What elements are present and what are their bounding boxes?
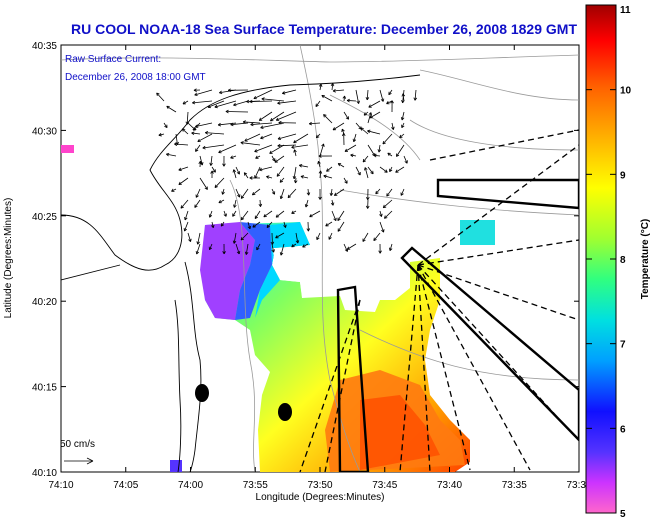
colorbar-tick-label: 11 xyxy=(620,5,631,16)
current-time: December 26, 2008 18:00 GMT xyxy=(65,72,206,83)
x-tick-label: 73:50 xyxy=(307,480,332,491)
marker-ellipse-south xyxy=(278,403,292,421)
colorbar-tick-label: 7 xyxy=(620,340,626,351)
y-tick-label: 40:20 xyxy=(32,297,57,308)
x-tick-label: 74:10 xyxy=(48,480,73,491)
x-tick-label: 74:05 xyxy=(113,480,138,491)
colorbar-tick-label: 9 xyxy=(620,170,626,181)
x-tick-label: 73:55 xyxy=(243,480,268,491)
scale-label: 50 cm/s xyxy=(60,439,95,450)
y-tick-label: 40:25 xyxy=(32,212,57,223)
y-axis-label: Latitude (Degrees:Minutes) xyxy=(3,198,14,319)
y-tick-label: 40:35 xyxy=(32,41,57,52)
x-tick-label: 74:00 xyxy=(178,480,203,491)
colorbar-tick-label: 8 xyxy=(620,255,626,266)
sst-south-patch xyxy=(170,460,182,472)
current-label: Raw Surface Current: xyxy=(65,54,161,65)
colorbar: 11 10 9 8 7 6 5 Temperature (°C) xyxy=(586,5,651,519)
colorbar-tick-label: 6 xyxy=(620,424,626,435)
sst-offshore-patch xyxy=(460,220,495,245)
colorbar-tick-label: 5 xyxy=(620,509,626,519)
x-tick-label: 73:35 xyxy=(502,480,527,491)
x-tick-label: 73:45 xyxy=(372,480,397,491)
x-tick-label: 73:40 xyxy=(437,480,462,491)
colorbar-label: Temperature (°C) xyxy=(640,219,651,300)
map-plot-area: Raw Surface Current: December 26, 2008 1… xyxy=(60,45,579,472)
current-vector xyxy=(226,111,248,112)
y-tick-label: 40:15 xyxy=(32,383,57,394)
map-title: RU COOL NOAA-18 Sea Surface Temperature:… xyxy=(71,21,577,37)
marker-ellipse-north xyxy=(195,384,209,402)
y-tick-label: 40:30 xyxy=(32,126,57,137)
x-axis-label: Longitude (Degrees:Minutes) xyxy=(256,492,385,503)
sst-bay-patch xyxy=(60,145,74,153)
colorbar-tick-label: 10 xyxy=(620,86,632,97)
y-tick-label: 40:10 xyxy=(32,468,57,479)
